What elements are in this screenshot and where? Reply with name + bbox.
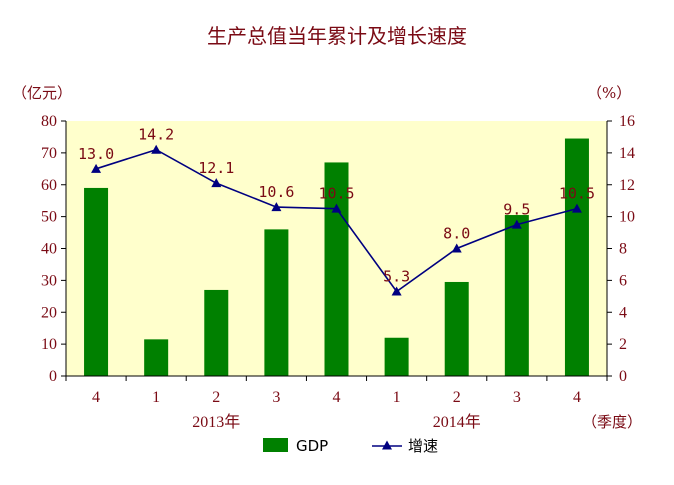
- left-tick-label: 60: [41, 177, 57, 194]
- growth-marker: [511, 219, 522, 229]
- growth-marker: [571, 203, 582, 213]
- gdp-bar: [324, 162, 349, 376]
- x-tick-label: 3: [513, 389, 521, 406]
- x-axis-unit: （季度）: [582, 413, 642, 431]
- growth-marker: [151, 144, 162, 154]
- legend-swatch-gdp: [263, 438, 288, 452]
- left-tick-label: 0: [49, 368, 57, 385]
- legend: GDP 增速: [263, 437, 438, 455]
- gdp-bar: [444, 281, 469, 376]
- left-tick-label: 70: [41, 145, 57, 162]
- left-tick-label: 10: [41, 336, 57, 353]
- x-tick-label: 3: [272, 389, 280, 406]
- x-tick-label: 1: [152, 389, 160, 406]
- x-tick-label: 2: [453, 389, 461, 406]
- x-tick-label: 1: [393, 389, 401, 406]
- legend-marker-growth: [382, 440, 392, 450]
- x-tick-label: 4: [333, 389, 341, 406]
- growth-data-label: 10.5: [318, 185, 354, 203]
- x-tick-label: 4: [92, 389, 100, 406]
- year-label: 2014年: [433, 413, 481, 431]
- gdp-bar: [144, 339, 169, 376]
- year-label: 2013年: [192, 413, 240, 431]
- gdp-bar: [84, 187, 109, 376]
- gdp-bar: [204, 289, 229, 376]
- right-tick-label: 2: [619, 336, 627, 353]
- gdp-bar: [504, 215, 529, 376]
- gdp-bar: [564, 138, 589, 376]
- right-tick-label: 4: [619, 304, 627, 321]
- right-axis-unit: （%）: [587, 84, 631, 102]
- legend-label-growth: 增速: [408, 437, 438, 455]
- right-tick-label: 6: [619, 272, 627, 289]
- growth-data-label: 9.5: [503, 201, 530, 219]
- left-tick-label: 40: [41, 241, 57, 258]
- left-tick-label: 20: [41, 304, 57, 321]
- x-tick-label: 2: [212, 389, 220, 406]
- growth-marker: [271, 202, 282, 212]
- right-tick-label: 16: [619, 113, 635, 130]
- left-tick-label: 80: [41, 113, 57, 130]
- growth-data-label: 13.0: [78, 145, 114, 163]
- growth-marker: [211, 178, 222, 188]
- growth-data-label: 14.2: [138, 126, 174, 144]
- growth-data-label: 12.1: [198, 159, 234, 177]
- gdp-bar: [384, 337, 409, 376]
- growth-marker: [391, 286, 402, 296]
- left-tick-label: 50: [41, 209, 57, 226]
- growth-marker: [91, 163, 102, 173]
- left-tick-label: 30: [41, 272, 57, 289]
- growth-data-label: 10.6: [258, 183, 294, 201]
- right-tick-label: 8: [619, 241, 627, 258]
- left-axis-unit: （亿元）: [12, 84, 72, 102]
- right-tick-label: 14: [619, 145, 635, 162]
- gdp-bar: [264, 229, 289, 376]
- growth-marker: [331, 203, 342, 213]
- growth-data-label: 10.5: [559, 185, 595, 203]
- x-tick-label: 4: [573, 389, 581, 406]
- right-tick-label: 12: [619, 177, 635, 194]
- growth-data-label: 8.0: [443, 225, 470, 243]
- right-tick-label: 0: [619, 368, 627, 385]
- right-tick-label: 10: [619, 209, 635, 226]
- chart-title: 生产总值当年累计及增长速度: [207, 24, 467, 48]
- growth-data-label: 5.3: [383, 268, 410, 286]
- legend-label-gdp: GDP: [296, 437, 328, 455]
- growth-marker: [451, 243, 462, 253]
